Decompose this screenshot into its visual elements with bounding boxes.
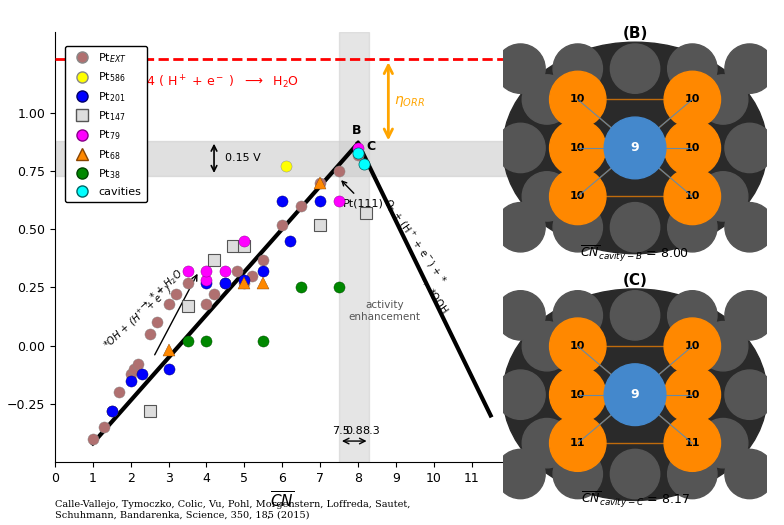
Legend: Pt$_{EXT}$, Pt$_{586}$, Pt$_{201}$, Pt$_{147}$, Pt$_{79}$, Pt$_{68}$, Pt$_{38}$,: Pt$_{EXT}$, Pt$_{586}$, Pt$_{201}$, Pt$_… bbox=[65, 46, 147, 202]
Bar bbox=[55, 141, 510, 176]
Text: 11: 11 bbox=[684, 438, 700, 448]
Circle shape bbox=[725, 203, 775, 252]
Text: 10: 10 bbox=[570, 94, 586, 104]
Text: 8.3: 8.3 bbox=[362, 426, 380, 436]
Circle shape bbox=[725, 44, 775, 93]
Circle shape bbox=[664, 168, 720, 225]
Circle shape bbox=[495, 123, 545, 173]
Circle shape bbox=[664, 318, 720, 374]
Text: O$_2$ + 4 ( H$^+$ + e$^-$ )  $\longrightarrow$  H$_2$O: O$_2$ + 4 ( H$^+$ + e$^-$ ) $\longrighta… bbox=[111, 74, 299, 91]
Circle shape bbox=[668, 44, 717, 93]
Text: 10: 10 bbox=[684, 192, 700, 202]
Text: B: B bbox=[352, 124, 362, 137]
Ellipse shape bbox=[503, 42, 768, 254]
Circle shape bbox=[604, 364, 666, 426]
Text: activity
enhancement: activity enhancement bbox=[349, 300, 420, 321]
Text: 10: 10 bbox=[684, 94, 700, 104]
Text: 10: 10 bbox=[570, 341, 586, 351]
Circle shape bbox=[522, 172, 572, 221]
Text: 9: 9 bbox=[630, 141, 640, 154]
Text: 10: 10 bbox=[684, 341, 700, 351]
Text: *OH + (H$^+$ + e$^-$): *OH + (H$^+$ + e$^-$) bbox=[101, 283, 176, 352]
Text: (C): (C) bbox=[622, 272, 648, 288]
Text: 10: 10 bbox=[570, 143, 586, 153]
Circle shape bbox=[522, 418, 572, 468]
Text: ,: , bbox=[266, 510, 269, 520]
Circle shape bbox=[699, 321, 748, 371]
Circle shape bbox=[550, 120, 606, 176]
Circle shape bbox=[550, 168, 606, 225]
Circle shape bbox=[611, 203, 659, 252]
Text: 10: 10 bbox=[570, 192, 586, 202]
Circle shape bbox=[495, 44, 545, 93]
Text: 0.15 V: 0.15 V bbox=[225, 153, 261, 163]
Circle shape bbox=[725, 449, 775, 499]
Circle shape bbox=[725, 123, 775, 173]
Circle shape bbox=[550, 71, 606, 128]
Circle shape bbox=[522, 321, 572, 371]
Circle shape bbox=[611, 44, 659, 93]
Text: 7.5: 7.5 bbox=[332, 426, 350, 436]
Circle shape bbox=[664, 71, 720, 128]
Ellipse shape bbox=[503, 289, 768, 500]
Circle shape bbox=[550, 366, 606, 423]
Text: $\overline{CN}_{cavity-C}$ = 8.17: $\overline{CN}_{cavity-C}$ = 8.17 bbox=[581, 490, 689, 510]
Text: C: C bbox=[366, 140, 376, 153]
Circle shape bbox=[668, 291, 717, 340]
Circle shape bbox=[553, 291, 602, 340]
Circle shape bbox=[495, 291, 545, 340]
Text: Pt(111): Pt(111) bbox=[342, 181, 383, 208]
Circle shape bbox=[664, 366, 720, 423]
Circle shape bbox=[550, 415, 606, 471]
Circle shape bbox=[550, 318, 606, 374]
Circle shape bbox=[725, 291, 775, 340]
Text: $\overline{CN}_{cavity-B}$ = 8.00: $\overline{CN}_{cavity-B}$ = 8.00 bbox=[580, 244, 690, 264]
Text: $\eta_{ORR}$: $\eta_{ORR}$ bbox=[394, 94, 425, 109]
Text: O$_2$ + (H$^+$ + e$^-$) + *: O$_2$ + (H$^+$ + e$^-$) + * bbox=[380, 195, 450, 286]
Bar bbox=[339, 32, 369, 462]
Circle shape bbox=[664, 415, 720, 471]
Circle shape bbox=[553, 449, 602, 499]
Text: 10: 10 bbox=[684, 390, 700, 400]
Text: 10: 10 bbox=[570, 390, 586, 400]
Text: 11: 11 bbox=[570, 438, 586, 448]
Circle shape bbox=[611, 449, 659, 499]
Circle shape bbox=[611, 291, 659, 340]
Circle shape bbox=[604, 117, 666, 179]
Circle shape bbox=[725, 370, 775, 419]
Y-axis label: $\Delta U$  (V): $\Delta U$ (V) bbox=[0, 222, 2, 271]
Circle shape bbox=[495, 449, 545, 499]
Circle shape bbox=[664, 120, 720, 176]
Text: 10: 10 bbox=[684, 143, 700, 153]
Circle shape bbox=[553, 203, 602, 252]
Circle shape bbox=[699, 75, 748, 124]
Circle shape bbox=[668, 449, 717, 499]
Text: 0.8: 0.8 bbox=[346, 426, 363, 436]
Text: $\rightarrow$ * + H$_2$O: $\rightarrow$ * + H$_2$O bbox=[136, 266, 187, 313]
Text: 9: 9 bbox=[630, 388, 640, 401]
Text: $\rightarrow$ *OOH: $\rightarrow$ *OOH bbox=[416, 273, 452, 316]
Circle shape bbox=[495, 203, 545, 252]
Text: Calle-Vallejo, Tymoczko, Colic, Vu, Pohl, Morgenstern, Loffreda, Sautet,
Schuhma: Calle-Vallejo, Tymoczko, Colic, Vu, Pohl… bbox=[55, 500, 410, 520]
Circle shape bbox=[699, 418, 748, 468]
Circle shape bbox=[668, 203, 717, 252]
Circle shape bbox=[522, 75, 572, 124]
Circle shape bbox=[495, 370, 545, 419]
Text: (B): (B) bbox=[622, 26, 648, 41]
X-axis label: $\overline{CN}$: $\overline{CN}$ bbox=[270, 490, 294, 510]
Circle shape bbox=[699, 172, 748, 221]
Circle shape bbox=[553, 44, 602, 93]
